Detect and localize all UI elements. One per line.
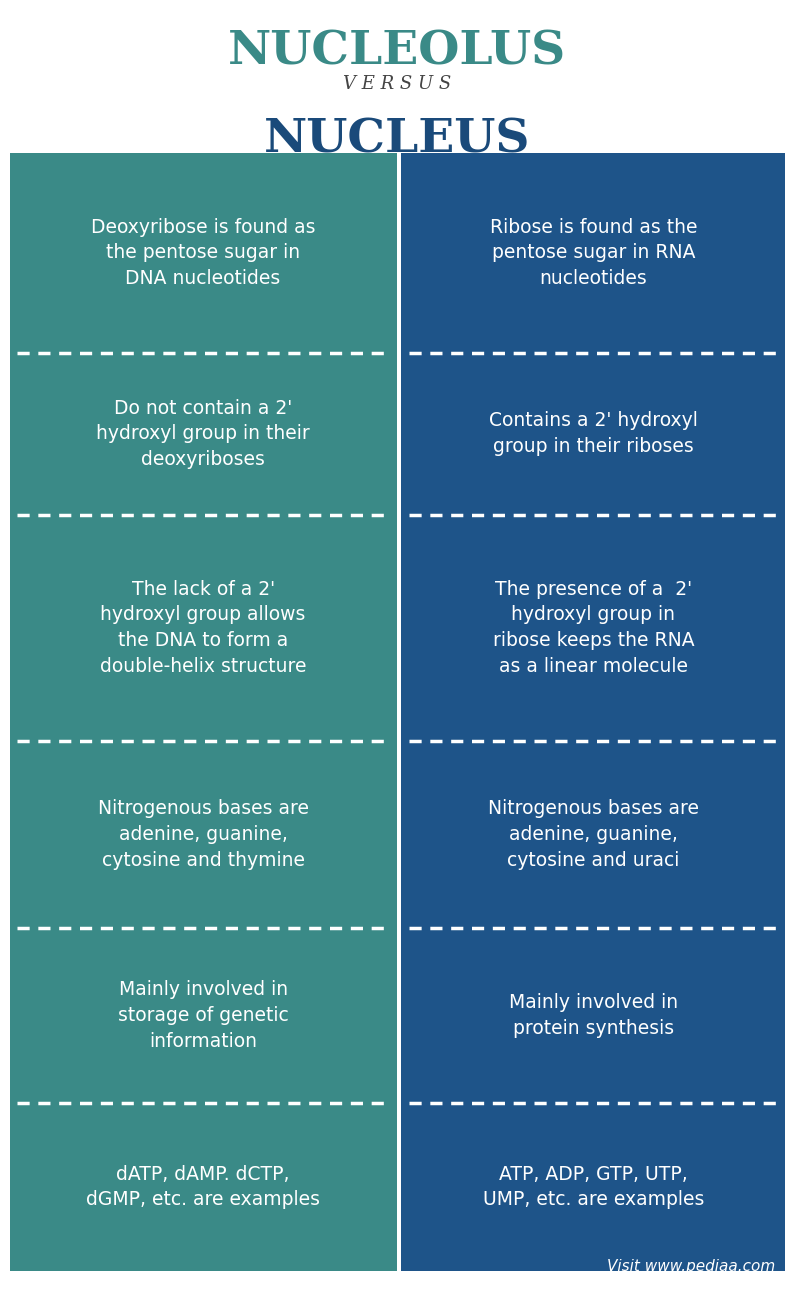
Text: The presence of a  2'
hydroxyl group in
ribose keeps the RNA
as a linear molecul: The presence of a 2' hydroxyl group in r… (493, 579, 694, 676)
Text: Ribose is found as the
pentose sugar in RNA
nucleotides: Ribose is found as the pentose sugar in … (490, 217, 697, 288)
Bar (401, 353, 785, 515)
Text: V E R S U S: V E R S U S (343, 75, 452, 93)
Bar (10, 928, 397, 1103)
Bar (10, 353, 397, 515)
Bar (401, 153, 785, 353)
Bar (10, 1103, 397, 1271)
Bar (10, 153, 397, 353)
Text: Mainly involved in
protein synthesis: Mainly involved in protein synthesis (509, 993, 678, 1038)
Text: Deoxyribose is found as
the pentose sugar in
DNA nucleotides: Deoxyribose is found as the pentose suga… (91, 217, 316, 288)
Text: NUCLEOLUS: NUCLEOLUS (228, 28, 567, 75)
Bar (401, 928, 785, 1103)
Text: Do not contain a 2'
hydroxyl group in their
deoxyriboses: Do not contain a 2' hydroxyl group in th… (96, 398, 310, 469)
Text: Nitrogenous bases are
adenine, guanine,
cytosine and uraci: Nitrogenous bases are adenine, guanine, … (488, 799, 699, 870)
Text: The lack of a 2'
hydroxyl group allows
the DNA to form a
double-helix structure: The lack of a 2' hydroxyl group allows t… (100, 579, 306, 676)
Text: NUCLEUS: NUCLEUS (264, 116, 531, 163)
Bar (10, 515, 397, 741)
Bar (10, 741, 397, 928)
Bar (401, 741, 785, 928)
Text: Nitrogenous bases are
adenine, guanine,
cytosine and thymine: Nitrogenous bases are adenine, guanine, … (98, 799, 308, 870)
Text: Contains a 2' hydroxyl
group in their riboses: Contains a 2' hydroxyl group in their ri… (489, 411, 698, 456)
Bar (401, 1103, 785, 1271)
Text: dATP, dAMP. dCTP,
dGMP, etc. are examples: dATP, dAMP. dCTP, dGMP, etc. are example… (86, 1165, 320, 1209)
Bar (401, 515, 785, 741)
Text: Visit www.pediaa.com: Visit www.pediaa.com (607, 1258, 775, 1274)
Text: Mainly involved in
storage of genetic
information: Mainly involved in storage of genetic in… (118, 980, 289, 1051)
Text: ATP, ADP, GTP, UTP,
UMP, etc. are examples: ATP, ADP, GTP, UTP, UMP, etc. are exampl… (483, 1165, 704, 1209)
